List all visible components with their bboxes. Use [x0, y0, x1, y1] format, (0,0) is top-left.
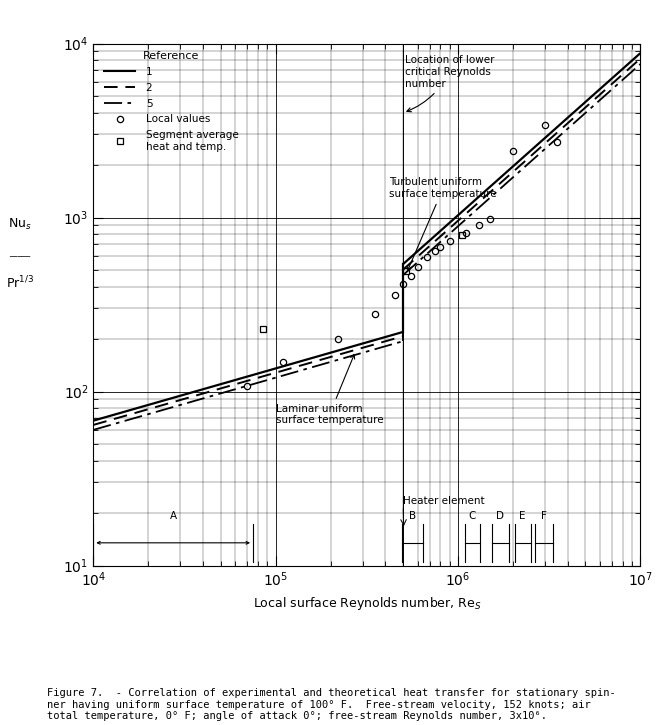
Text: Nu$_s$: Nu$_s$ [8, 218, 32, 232]
Text: Figure 7.  - Correlation of experimental and theoretical heat transfer for stati: Figure 7. - Correlation of experimental … [47, 688, 616, 721]
Text: ─────: ───── [9, 254, 31, 260]
Text: Location of lower
critical Reynolds
number: Location of lower critical Reynolds numb… [405, 56, 494, 112]
Text: D: D [496, 511, 504, 521]
Text: E: E [520, 511, 526, 521]
Text: Turbulent uniform
surface temperature: Turbulent uniform surface temperature [390, 178, 497, 270]
X-axis label: Local surface Reynolds number, Re$_S$: Local surface Reynolds number, Re$_S$ [253, 594, 481, 611]
Text: C: C [469, 511, 476, 521]
Text: B: B [408, 511, 416, 521]
Text: Heater element: Heater element [403, 496, 485, 506]
Legend: 1, 2, 5, Local values, Segment average
heat and temp.: 1, 2, 5, Local values, Segment average h… [104, 51, 239, 152]
Text: F: F [541, 511, 547, 521]
Text: Laminar uniform
surface temperature: Laminar uniform surface temperature [275, 355, 384, 426]
Text: Pr$^{1/3}$: Pr$^{1/3}$ [6, 275, 34, 291]
Text: A: A [169, 511, 177, 521]
